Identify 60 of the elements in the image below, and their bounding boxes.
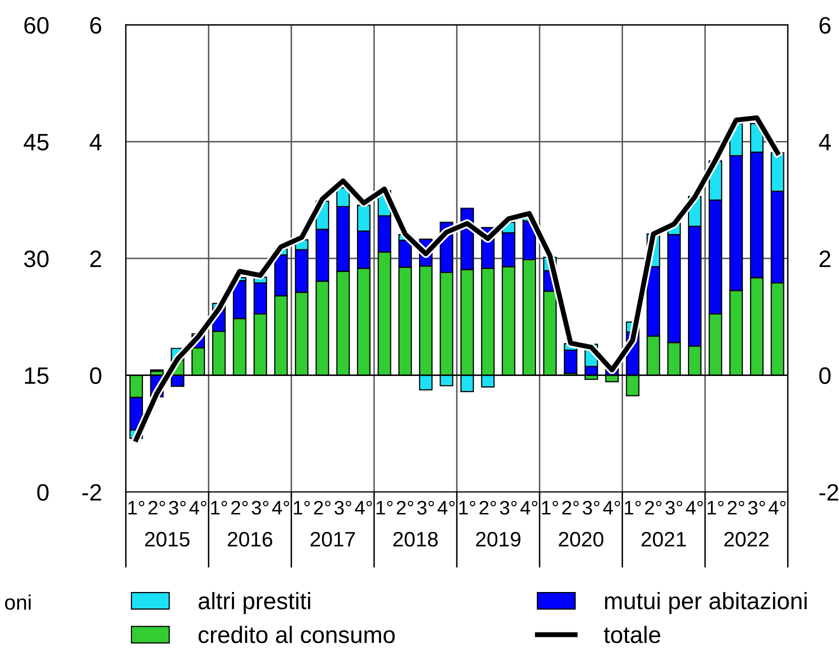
y2-tick-label: 4 xyxy=(818,134,831,150)
y2-tick-label: -2 xyxy=(819,484,838,501)
legend-label: altri prestiti xyxy=(198,592,310,614)
y3-tick-label: 45 xyxy=(24,134,48,150)
legend-label: mutui per abitazioni xyxy=(605,592,807,614)
x-tick-label: 4° xyxy=(686,500,703,514)
x-tick-label: 4° xyxy=(438,500,455,514)
y-tick-label: -2 xyxy=(82,484,102,501)
x-tick-label: 2° xyxy=(645,500,662,514)
y2-tick-label: 6 xyxy=(820,16,830,34)
legend-label: totale xyxy=(604,626,660,644)
x-tick-label: 3° xyxy=(500,500,517,515)
x-tick-label: 1° xyxy=(459,500,476,514)
x-tick-label: 3° xyxy=(748,500,765,515)
x-tick-label: 2° xyxy=(148,500,166,514)
text: 2016 xyxy=(228,532,272,547)
x-tick-label: 4° xyxy=(272,500,290,514)
x-tick-label: 2° xyxy=(480,500,496,514)
text: oni xyxy=(5,594,31,610)
x-tick-label: 4° xyxy=(354,500,372,514)
x-tick-label: 4° xyxy=(768,500,786,514)
x-tick-label: 1° xyxy=(294,500,310,514)
x-tick-label: 3° xyxy=(252,500,268,515)
x-tick-label: 3° xyxy=(169,500,186,515)
x-tick-label: 3° xyxy=(334,500,352,515)
x-tick-label: 1° xyxy=(211,500,228,514)
x-tick-label: 4° xyxy=(189,500,206,514)
x-tick-label: 4° xyxy=(603,500,620,514)
y-tick-label: 0 xyxy=(90,367,102,384)
y3-tick-label: 15 xyxy=(25,368,48,384)
text: 2017 xyxy=(310,532,355,547)
y3-tick-label: 60 xyxy=(24,16,49,34)
text: 2015 xyxy=(145,532,190,547)
x-tick-label: 4° xyxy=(520,500,538,514)
x-tick-label: 1° xyxy=(376,500,393,514)
text: 2018 xyxy=(393,532,438,547)
x-tick-label: 1° xyxy=(542,500,558,514)
y-tick-label: 4 xyxy=(90,134,102,150)
x-tick-label: 3° xyxy=(417,500,434,515)
x-tick-label: 3° xyxy=(665,500,682,515)
y-tick-label: 6 xyxy=(90,16,102,34)
text: 2019 xyxy=(476,532,520,547)
x-tick-label: 2° xyxy=(314,500,330,514)
y3-tick-label: 30 xyxy=(24,250,49,268)
x-tick-label: 2° xyxy=(562,500,579,514)
y2-tick-label: 2 xyxy=(820,250,830,268)
x-tick-label: 3° xyxy=(582,500,600,515)
y3-tick-label: 0 xyxy=(37,484,49,501)
y-tick-label: 2 xyxy=(90,250,102,268)
x-tick-label: 2° xyxy=(396,500,414,514)
x-tick-label: 2° xyxy=(231,500,248,514)
x-tick-label: 1° xyxy=(624,500,641,514)
text: 2021 xyxy=(642,532,686,547)
x-tick-label: 1° xyxy=(128,500,144,514)
text: 2020 xyxy=(558,532,604,547)
x-tick-label: 1° xyxy=(708,500,724,514)
legend-label: credito al consumo xyxy=(198,626,395,644)
x-tick-label: 2° xyxy=(728,500,744,514)
text: 2022 xyxy=(724,532,769,547)
y2-tick-label: 0 xyxy=(819,367,831,384)
